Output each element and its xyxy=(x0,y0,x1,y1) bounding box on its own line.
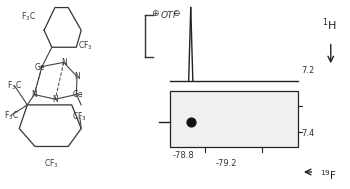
Text: $^{1}$H: $^{1}$H xyxy=(322,16,336,33)
Point xyxy=(188,120,194,123)
Text: OTf: OTf xyxy=(160,11,176,20)
Text: F$_3$C: F$_3$C xyxy=(7,80,22,92)
Text: CF$_3$: CF$_3$ xyxy=(72,111,87,123)
Text: -78.8: -78.8 xyxy=(173,151,194,160)
Text: 7.2: 7.2 xyxy=(302,66,315,75)
Text: Ge: Ge xyxy=(72,90,83,99)
Text: CF$_3$: CF$_3$ xyxy=(78,39,93,52)
Bar xyxy=(170,91,298,147)
Text: ⊕: ⊕ xyxy=(152,9,159,18)
Text: Ge: Ge xyxy=(35,63,46,72)
Text: CF$_3$: CF$_3$ xyxy=(44,157,59,170)
Text: ⊖: ⊖ xyxy=(173,9,180,18)
Text: N: N xyxy=(52,95,58,104)
Text: 7.4: 7.4 xyxy=(302,129,315,138)
Text: $^{19}$F: $^{19}$F xyxy=(320,168,337,182)
Text: -79.2: -79.2 xyxy=(215,159,237,168)
Text: N: N xyxy=(74,72,80,81)
Text: F$_3$C: F$_3$C xyxy=(4,109,19,122)
Text: F$_3$C: F$_3$C xyxy=(21,11,36,23)
Text: N: N xyxy=(32,90,37,99)
Text: N: N xyxy=(61,58,66,67)
